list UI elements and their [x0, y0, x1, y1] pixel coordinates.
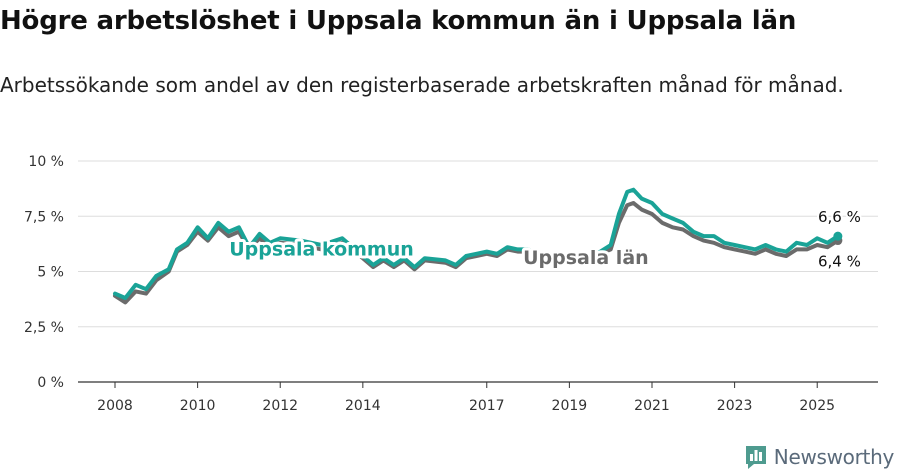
- y-tick-label: 5 %: [37, 265, 64, 281]
- x-tick-label: 2023: [717, 398, 753, 414]
- end-value-label-kommun: 6,6 %: [818, 208, 861, 226]
- series-label-lan: Uppsala län: [523, 247, 649, 269]
- line-chart: Uppsala kommun Uppsala län 6,6 % 6,4 % 0 % 2…: [24, 154, 878, 414]
- label-layer: Uppsala kommun Uppsala län 6,6 % 6,4 %: [226, 206, 863, 272]
- chart-subtitle: Arbetssökande som andel av den registerb…: [0, 73, 844, 97]
- y-tick-label: 0 %: [37, 375, 64, 391]
- y-tick-label: 10 %: [28, 154, 64, 170]
- x-tick-label: 2019: [552, 398, 588, 414]
- chart-title: Högre arbetslöshet i Uppsala kommun än i…: [0, 6, 797, 36]
- x-tick-label: 2012: [262, 398, 298, 414]
- x-tick-label: 2021: [634, 398, 670, 414]
- series-line-lan: [113, 201, 840, 305]
- y-tick-label: 7,5 %: [24, 209, 64, 225]
- series-layer: [113, 187, 843, 305]
- grid-layer: [78, 160, 878, 328]
- x-tick-label: 2014: [345, 398, 381, 414]
- series-label-kommun: Uppsala kommun: [229, 238, 414, 260]
- newsworthy-logo-icon: [745, 446, 766, 469]
- brand-name: Newsworthy: [773, 445, 895, 469]
- series-line-kommun: [113, 187, 840, 300]
- x-tick-label: 2025: [799, 398, 835, 414]
- x-tick-label: 2010: [180, 398, 216, 414]
- brand-footer: Newsworthy: [744, 444, 894, 470]
- x-tick-label: 2017: [469, 398, 505, 414]
- series-endpoint-kommun: [833, 231, 843, 241]
- x-tick-label: 2008: [97, 398, 133, 414]
- end-value-label-lan: 6,4 %: [818, 253, 861, 271]
- axis-layer: 0 % 2,5 % 5 % 7,5 % 10 % 2008 2010 2012 2014 2017…: [24, 154, 878, 414]
- y-tick-label: 2,5 %: [24, 320, 64, 336]
